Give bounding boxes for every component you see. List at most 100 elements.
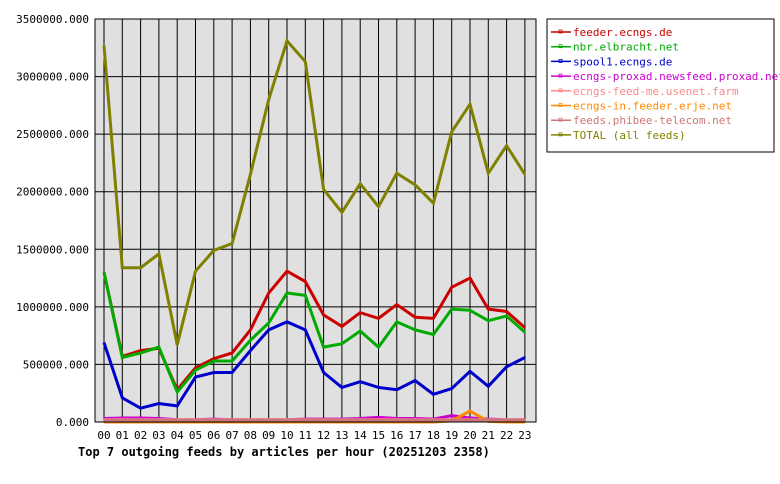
data-point	[194, 369, 197, 371]
data-point	[341, 419, 343, 422]
legend-marker	[558, 73, 563, 78]
y-tick-label: 3000000.000	[16, 71, 89, 84]
legend: feeder.ecngs.de nbr.elbracht.netspool1.ec…	[551, 26, 780, 142]
data-point	[469, 277, 471, 279]
data-point	[103, 419, 105, 422]
legend-entry: TOTAL (all feeds)	[573, 129, 686, 142]
data-point	[414, 184, 416, 186]
legend-entry: ecngs-in.feeder.erje.net	[573, 100, 732, 113]
x-tick-label: 01	[116, 429, 129, 442]
data-point	[505, 365, 508, 368]
data-point	[304, 280, 307, 283]
data-point	[213, 360, 215, 362]
x-tick-label: 21	[482, 429, 495, 442]
x-tick-label: 17	[408, 429, 421, 442]
x-tick-label: 16	[390, 429, 403, 442]
legend-marker	[558, 29, 563, 34]
data-point	[322, 314, 325, 316]
data-point	[286, 292, 288, 294]
x-tick-label: 19	[445, 429, 458, 442]
data-point	[176, 391, 178, 393]
data-point	[286, 321, 288, 323]
data-point	[213, 419, 215, 422]
x-tick-label: 00	[97, 429, 110, 442]
data-point	[121, 397, 124, 399]
data-point	[322, 188, 325, 191]
data-point	[396, 172, 398, 175]
data-point	[396, 419, 398, 422]
data-point	[176, 344, 178, 346]
data-point	[341, 211, 343, 214]
data-point	[450, 414, 453, 417]
data-point	[213, 249, 215, 252]
data-point	[194, 376, 197, 378]
data-point	[322, 346, 325, 348]
data-point	[450, 308, 453, 310]
data-point	[267, 292, 270, 294]
legend-marker	[558, 103, 563, 107]
x-tick-label: 10	[280, 429, 293, 442]
data-point	[158, 419, 160, 422]
data-point	[469, 419, 471, 422]
data-point	[487, 308, 490, 310]
data-point	[414, 419, 416, 422]
data-point	[249, 419, 252, 422]
y-tick-label: 3500000.000	[16, 13, 89, 26]
data-point	[341, 386, 343, 389]
data-point	[432, 419, 435, 422]
chart-title: Top 7 outgoing feeds by articles per hou…	[78, 445, 490, 459]
data-point	[139, 419, 142, 422]
data-point	[487, 172, 490, 175]
plot-border	[94, 18, 537, 423]
x-tick-label: 05	[189, 429, 202, 442]
data-point	[505, 419, 508, 422]
x-tick-label: 04	[171, 429, 185, 442]
data-point	[469, 309, 471, 312]
data-point	[231, 242, 233, 245]
legend-marker	[558, 117, 563, 122]
data-point	[469, 103, 471, 106]
legend-marker	[558, 44, 563, 49]
data-point	[414, 379, 416, 382]
data-point	[267, 419, 270, 422]
data-point	[158, 253, 160, 255]
series-line-7	[102, 37, 527, 346]
x-tick-labels: 00 01 02 03 04 05 06 07 08 09 10 11 12 13 14 15 16 17 18 19…	[97, 429, 531, 442]
data-point	[139, 407, 142, 409]
data-point	[304, 419, 307, 422]
data-point	[194, 419, 197, 422]
data-point	[359, 311, 362, 314]
grid	[95, 18, 536, 423]
data-point	[249, 329, 252, 331]
data-point	[304, 294, 307, 297]
data-point	[213, 371, 215, 374]
data-point	[469, 410, 471, 412]
data-point	[176, 419, 178, 422]
data-point	[450, 131, 453, 133]
data-point	[414, 329, 416, 331]
data-point	[432, 333, 435, 336]
data-point	[487, 419, 490, 422]
data-point	[377, 416, 380, 419]
data-point	[139, 266, 142, 269]
legend-box	[546, 18, 775, 153]
data-point	[396, 388, 398, 391]
data-point	[377, 346, 380, 348]
data-point	[450, 387, 453, 390]
legend-marker	[558, 59, 563, 63]
x-tick-label: 02	[134, 429, 147, 442]
legend-entry: feeds.phibee-telecom.net	[573, 114, 732, 127]
data-point	[249, 349, 252, 352]
data-point	[139, 352, 142, 354]
data-point	[194, 367, 197, 369]
data-point	[322, 419, 325, 422]
x-tick-label: 15	[372, 429, 385, 442]
data-point	[231, 419, 233, 422]
data-point	[249, 339, 252, 342]
data-point	[341, 325, 343, 328]
data-point	[377, 419, 380, 422]
data-point	[267, 329, 270, 331]
data-point	[231, 360, 233, 362]
data-point	[505, 144, 508, 147]
x-tick-label: 20	[463, 429, 476, 442]
